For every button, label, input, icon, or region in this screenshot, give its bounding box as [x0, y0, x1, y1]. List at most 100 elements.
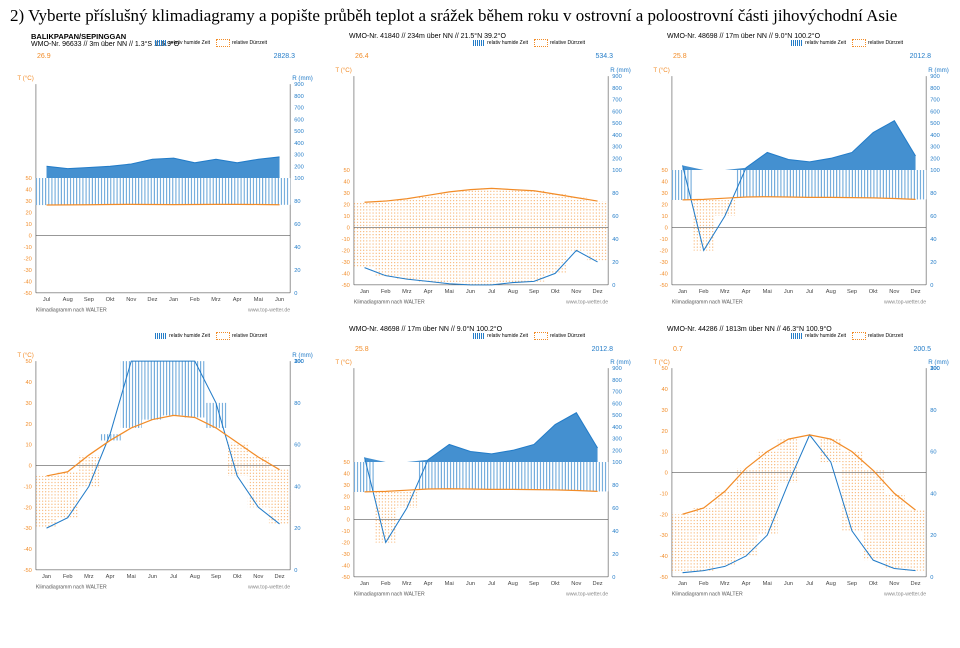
svg-text:Jun: Jun: [275, 297, 284, 303]
svg-text:10: 10: [343, 506, 349, 512]
svg-text:600: 600: [930, 109, 939, 115]
svg-text:Feb: Feb: [190, 297, 200, 303]
svg-text:0: 0: [347, 518, 350, 524]
svg-text:200: 200: [612, 156, 621, 162]
svg-text:-20: -20: [660, 248, 668, 254]
svg-text:600: 600: [612, 109, 621, 115]
svg-text:Aug: Aug: [63, 297, 73, 303]
svg-text:Nov: Nov: [126, 297, 136, 303]
svg-text:100: 100: [294, 176, 303, 182]
chart-plot: T (°C)R (mm)-50-40-30-20-100102030405002…: [643, 41, 953, 308]
page-title: 2) Vyberte příslušný klimadiagramy a pop…: [0, 0, 960, 28]
svg-text:Feb: Feb: [381, 289, 391, 295]
tmean: 25.8: [355, 346, 369, 353]
svg-text:0: 0: [665, 225, 668, 231]
svg-text:600: 600: [612, 402, 621, 408]
svg-text:Jun: Jun: [466, 289, 475, 295]
legend-durre: relative Dürrzeit: [216, 332, 267, 340]
chart-legend: relativ humide Zeit relative Dürrzeit: [791, 39, 903, 47]
svg-text:Jun: Jun: [466, 581, 475, 587]
svg-text:20: 20: [612, 552, 618, 558]
svg-text:40: 40: [930, 492, 936, 498]
svg-text:40: 40: [612, 529, 618, 535]
svg-text:Jun: Jun: [784, 289, 793, 295]
svg-text:Nov: Nov: [571, 581, 581, 587]
svg-text:30: 30: [343, 191, 349, 197]
svg-text:30: 30: [661, 408, 667, 414]
svg-text:www.top-wetter.de: www.top-wetter.de: [884, 299, 926, 305]
svg-text:700: 700: [294, 106, 303, 112]
svg-text:Apr: Apr: [742, 289, 751, 295]
svg-text:30: 30: [661, 191, 667, 197]
svg-text:Mrz: Mrz: [84, 574, 94, 580]
svg-text:50: 50: [343, 168, 349, 174]
svg-text:-10: -10: [342, 237, 350, 243]
legend-humid: relativ humide Zeit: [473, 332, 528, 340]
svg-text:30: 30: [343, 483, 349, 489]
svg-text:Mrz: Mrz: [211, 297, 221, 303]
svg-text:30: 30: [25, 400, 31, 406]
svg-text:900: 900: [930, 74, 939, 80]
legend-durre: relative Dürrzeit: [852, 332, 903, 340]
svg-text:Aug: Aug: [190, 574, 200, 580]
svg-text:700: 700: [930, 97, 939, 103]
svg-text:400: 400: [294, 141, 303, 147]
svg-text:Apr: Apr: [106, 574, 115, 580]
svg-text:-40: -40: [24, 279, 32, 285]
rsum: 2012.8: [910, 53, 931, 60]
svg-text:0: 0: [294, 291, 297, 297]
svg-text:Dez: Dez: [910, 289, 920, 295]
svg-text:Sep: Sep: [529, 581, 539, 587]
svg-text:Apr: Apr: [424, 581, 433, 587]
svg-text:700: 700: [612, 97, 621, 103]
svg-text:50: 50: [661, 168, 667, 174]
chart-summary: 0.7 200.5: [673, 346, 931, 353]
svg-text:40: 40: [343, 179, 349, 185]
svg-text:Nov: Nov: [253, 574, 263, 580]
svg-text:Sep: Sep: [84, 297, 94, 303]
svg-text:Jul: Jul: [488, 289, 495, 295]
svg-text:500: 500: [612, 413, 621, 419]
svg-text:600: 600: [294, 117, 303, 123]
chart-legend: relativ humide Zeit relative Dürrzeit: [791, 332, 903, 340]
svg-text:0: 0: [930, 283, 933, 289]
svg-text:200: 200: [294, 164, 303, 170]
svg-text:Mrz: Mrz: [720, 289, 730, 295]
svg-text:-10: -10: [342, 529, 350, 535]
tmean: 25.8: [673, 53, 687, 60]
svg-text:50: 50: [25, 176, 31, 182]
svg-text:T (°C): T (°C): [653, 359, 669, 366]
svg-text:40: 40: [25, 380, 31, 386]
rsum: 2828.3: [274, 53, 295, 60]
tmean: 26.4: [355, 53, 369, 60]
svg-text:Mai: Mai: [254, 297, 263, 303]
svg-text:60: 60: [294, 222, 300, 228]
svg-text:0: 0: [347, 225, 350, 231]
svg-text:Aug: Aug: [826, 289, 836, 295]
svg-text:Aug: Aug: [508, 581, 518, 587]
svg-text:-20: -20: [24, 505, 32, 511]
chart-plot: T (°C)R (mm)-50-40-30-20-100102030405002…: [325, 333, 635, 600]
svg-text:Jan: Jan: [169, 297, 178, 303]
svg-text:Dez: Dez: [147, 297, 157, 303]
svg-text:-50: -50: [24, 567, 32, 573]
rsum: 200.5: [913, 346, 931, 353]
svg-text:Mai: Mai: [445, 581, 454, 587]
svg-text:-30: -30: [660, 260, 668, 266]
svg-text:R (mm): R (mm): [292, 75, 313, 82]
svg-text:100: 100: [612, 168, 621, 174]
svg-text:-40: -40: [660, 271, 668, 277]
svg-text:Okt: Okt: [551, 581, 560, 587]
svg-text:Jan: Jan: [360, 581, 369, 587]
svg-text:Dez: Dez: [274, 574, 284, 580]
svg-text:10: 10: [25, 442, 31, 448]
svg-text:Aug: Aug: [508, 289, 518, 295]
svg-text:Klimadiagramm nach WALTER: Klimadiagramm nach WALTER: [36, 584, 107, 590]
svg-text:-10: -10: [660, 492, 668, 498]
svg-text:-50: -50: [342, 575, 350, 581]
svg-text:60: 60: [294, 442, 300, 448]
svg-text:800: 800: [930, 86, 939, 92]
tmean: 0.7: [673, 346, 683, 353]
chart-plot: T (°C)R (mm)-50-40-30-20-100102030405002…: [7, 49, 317, 316]
svg-text:40: 40: [294, 245, 300, 251]
